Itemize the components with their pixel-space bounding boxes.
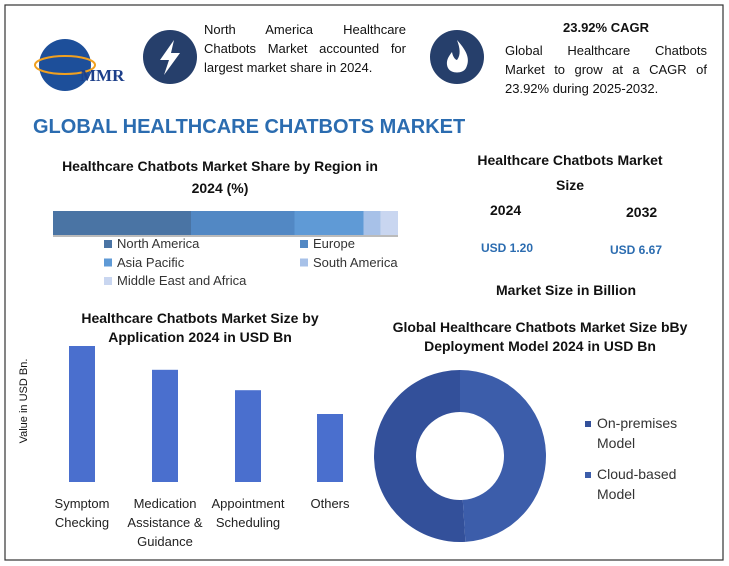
x-tick-label: Appointment Scheduling — [211, 496, 285, 530]
chart-title: Global Healthcare Chatbots Market Size b… — [392, 319, 688, 354]
legend-swatch — [104, 240, 112, 248]
year: 2032 — [626, 204, 658, 220]
legend-swatch — [104, 258, 112, 267]
bar-segment — [53, 211, 191, 235]
legend-swatch — [300, 258, 308, 267]
legend-label: Asia Pacific — [117, 254, 185, 270]
bar-segment — [191, 211, 295, 235]
donut-slice — [374, 370, 466, 542]
logo-orbit — [34, 55, 96, 75]
bar — [152, 369, 178, 482]
size-note: Market Size in Billion — [496, 282, 637, 298]
size-value: USD 1.20 — [481, 241, 534, 255]
size-title: Healthcare Chatbots Market Size — [477, 152, 663, 193]
frame — [4, 4, 724, 561]
highlight-text: North America Healthcare Chatbots Market… — [204, 22, 406, 75]
legend-swatch — [104, 277, 112, 285]
x-tick-label: Medication Assistance & Guidance — [127, 496, 203, 549]
legend-label: North America — [117, 236, 200, 251]
size-value: USD 6.67 — [610, 243, 663, 257]
icon-flame — [430, 30, 484, 84]
bar-segment — [294, 211, 364, 235]
bar — [69, 346, 95, 482]
lightning — [160, 40, 180, 75]
legend-label: Middle East and Africa — [117, 273, 247, 288]
legend-label: On-premises Model — [597, 415, 678, 451]
logo-globe — [39, 39, 91, 91]
flame — [446, 40, 468, 73]
bar-segment — [380, 211, 398, 235]
highlight-title: 23.92% CAGR — [563, 20, 649, 35]
legend-swatch — [300, 240, 308, 248]
y-axis-label: Value in USD Bn. — [18, 358, 30, 444]
legend-swatch — [585, 472, 591, 478]
logo-text: MMR — [80, 66, 125, 85]
legend-swatch — [585, 421, 591, 427]
x-tick-label: Symptom Checking — [54, 496, 110, 530]
chart-title: Healthcare Chatbots Market Size by Appli… — [81, 310, 319, 345]
year: 2024 — [490, 202, 522, 218]
bar — [317, 414, 343, 482]
legend-label: Europe — [313, 236, 355, 251]
donut-slice — [460, 370, 547, 542]
chart-title: Healthcare Chatbots Market Share by Regi… — [62, 158, 378, 196]
highlight-text: Global Healthcare Chatbots Market to gro… — [505, 43, 707, 96]
bar — [235, 390, 261, 482]
x-tick-label: Others — [310, 496, 350, 511]
legend-label: Cloud-based Model — [597, 466, 677, 502]
main-title: GLOBAL HEALTHCARE CHATBOTS MARKET — [33, 116, 466, 138]
bar-segment — [363, 211, 381, 235]
legend-label: South America — [313, 254, 398, 270]
